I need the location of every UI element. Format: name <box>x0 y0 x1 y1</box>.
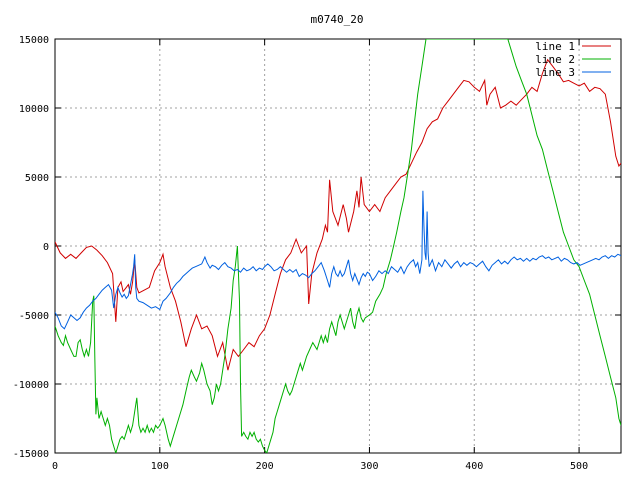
chart-title: m0740_20 <box>311 13 364 26</box>
legend-label-3: line 3 <box>535 66 575 79</box>
grid-lines <box>55 39 621 453</box>
series-line-3 <box>55 190 621 330</box>
y-axis-ticks: -15000 -10000 -5000 0 5000 10000 15000 <box>13 35 621 460</box>
x-axis-ticks: 0 100 200 300 400 500 <box>52 39 588 472</box>
x-tick-label: 300 <box>360 461 378 472</box>
y-tick-label: 0 <box>43 242 49 253</box>
legend-label-2: line 2 <box>535 53 575 66</box>
x-tick-label: 400 <box>465 461 483 472</box>
x-tick-label: 500 <box>570 461 588 472</box>
series-group <box>55 39 621 453</box>
y-tick-label: 10000 <box>19 104 49 115</box>
y-tick-label: 5000 <box>25 173 49 184</box>
y-tick-label: -15000 <box>13 449 49 460</box>
legend-label-1: line 1 <box>535 40 575 53</box>
y-tick-label: -5000 <box>19 311 49 322</box>
series-line-2 <box>55 39 621 453</box>
x-tick-label: 200 <box>256 461 274 472</box>
x-tick-label: 0 <box>52 461 58 472</box>
y-tick-label: -10000 <box>13 380 49 391</box>
y-tick-label: 15000 <box>19 35 49 46</box>
x-tick-label: 100 <box>151 461 169 472</box>
